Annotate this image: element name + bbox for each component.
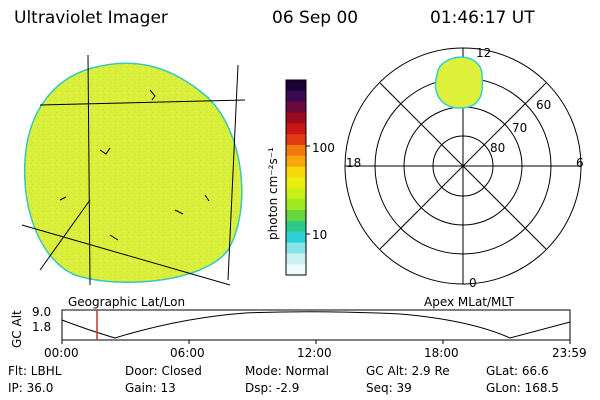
orbit-left-label: Geographic Lat/Lon	[68, 295, 186, 309]
earth-image	[21, 54, 246, 286]
colorbar-segment	[286, 188, 306, 200]
colorbar-segment	[286, 155, 306, 168]
info-glon: GLon: 168.5	[486, 381, 559, 395]
colorbar-segment	[286, 123, 306, 135]
orbit-y-label: GC Alt	[10, 310, 24, 348]
colorbar-segment	[286, 264, 306, 276]
orbit-x-tick: 23:59	[552, 346, 587, 360]
colorbar	[285, 79, 310, 276]
colorbar-segment	[286, 253, 306, 265]
orbit-x-tick: 00:00	[44, 346, 79, 360]
orbit-x-tick: 18:00	[424, 346, 459, 360]
colorbar-segment	[286, 145, 306, 157]
colorbar-segment	[286, 220, 306, 233]
instrument-title: Ultraviolet Imager	[14, 8, 168, 28]
info-glat: GLat: 66.6	[486, 364, 549, 378]
lat-label-70: 70	[512, 121, 528, 135]
colorbar-tick-100: 100	[312, 141, 335, 155]
colorbar-segment	[286, 166, 306, 178]
colorbar-segment	[286, 101, 306, 113]
colorbar-segment	[286, 242, 306, 254]
colorbar-segment	[286, 80, 306, 92]
polar-plot	[344, 47, 582, 285]
polar-label-bottom: 0	[469, 276, 477, 290]
info-seq: Seq: 39	[366, 381, 412, 395]
colorbar-segment	[286, 112, 306, 124]
info-flt: Flt: LBHL	[8, 364, 62, 378]
auroral-oval	[434, 56, 484, 109]
lat-label-80: 80	[490, 141, 506, 155]
colorbar-unit-label: photon cm⁻²s⁻¹	[266, 147, 280, 240]
lat-label-60: 60	[536, 98, 552, 112]
colorbar-segment	[286, 134, 306, 146]
polar-label-right: 6	[576, 156, 584, 170]
info-gc-alt: GC Alt: 2.9 Re	[366, 364, 450, 378]
colorbar-segment	[286, 210, 306, 222]
orbit-x-tick: 06:00	[170, 346, 205, 360]
colorbar-border	[285, 79, 307, 276]
orbit-y-tick-high: 9.0	[32, 305, 52, 319]
info-door: Door: Closed	[125, 364, 202, 378]
orbit-y-tick-low: 1.8	[32, 320, 52, 334]
orbit-x-tick: 12:00	[297, 346, 332, 360]
info-gain: Gain: 13	[125, 381, 176, 395]
info-mode: Mode: Normal	[245, 364, 329, 378]
orbit-plot	[61, 309, 571, 344]
polar-label-top: 12	[476, 46, 492, 60]
colorbar-segment	[286, 199, 306, 211]
colorbar-tick-10: 10	[312, 228, 328, 242]
date-label: 06 Sep 00	[272, 8, 359, 28]
info-ip: IP: 36.0	[8, 381, 54, 395]
polar-label-left: 18	[346, 156, 362, 170]
info-dsp: Dsp: -2.9	[245, 381, 300, 395]
colorbar-segment	[286, 90, 306, 103]
orbit-right-label: Apex MLat/MLT	[424, 295, 514, 309]
colorbar-segment	[286, 177, 306, 189]
time-label: 01:46:17 UT	[430, 8, 535, 28]
colorbar-segment	[286, 231, 306, 243]
